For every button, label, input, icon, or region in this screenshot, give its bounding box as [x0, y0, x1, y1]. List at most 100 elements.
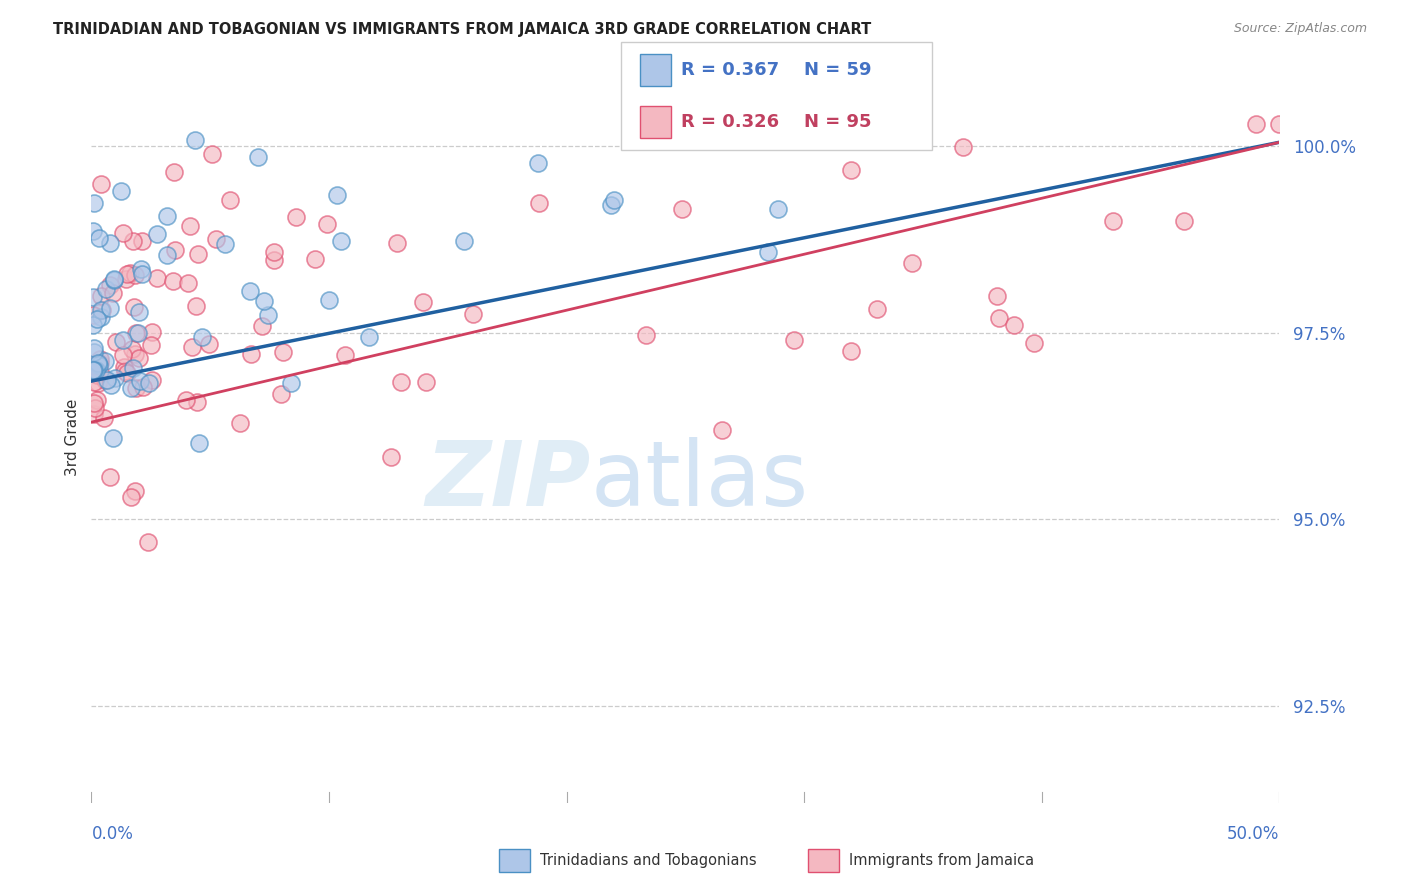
Point: [90, 177, 112, 191]
Point: [93, 410, 115, 425]
Point: [86, 392, 108, 407]
Point: [263, 252, 285, 267]
Point: [86, 311, 108, 326]
Point: [89, 352, 111, 367]
Point: [201, 147, 224, 161]
Text: Immigrants from Jamaica: Immigrants from Jamaica: [849, 854, 1035, 868]
Point: [94, 354, 117, 368]
Point: [87, 358, 110, 372]
Point: [146, 270, 169, 285]
Point: [122, 361, 145, 376]
Text: N = 59: N = 59: [804, 61, 872, 78]
Point: [139, 338, 162, 352]
Point: [124, 484, 146, 499]
Point: [162, 274, 184, 288]
Point: [901, 256, 924, 270]
Point: [136, 534, 159, 549]
Point: [600, 197, 623, 211]
Point: [100, 277, 122, 292]
Point: [256, 309, 278, 323]
Point: [103, 272, 125, 286]
Point: [94, 373, 117, 387]
Point: [112, 334, 135, 348]
Point: [90, 310, 112, 324]
Text: Source: ZipAtlas.com: Source: ZipAtlas.com: [1233, 22, 1367, 36]
Point: [415, 375, 437, 389]
Point: [1173, 213, 1195, 227]
Point: [271, 345, 294, 359]
Point: [187, 435, 209, 450]
Point: [111, 226, 134, 240]
Text: R = 0.367: R = 0.367: [681, 61, 779, 78]
Point: [96, 373, 118, 387]
Point: [82, 224, 104, 238]
Point: [112, 359, 135, 374]
Point: [461, 307, 484, 321]
Point: [82, 308, 104, 322]
Text: R = 0.326: R = 0.326: [681, 113, 779, 131]
Point: [89, 365, 111, 379]
Point: [988, 311, 1011, 326]
Point: [527, 196, 550, 211]
Point: [83, 375, 105, 389]
Point: [187, 247, 209, 261]
Point: [1244, 117, 1267, 131]
Point: [280, 376, 302, 390]
Point: [745, 124, 768, 138]
Point: [634, 327, 657, 342]
Point: [90, 303, 112, 318]
Point: [184, 133, 207, 147]
Point: [124, 268, 146, 282]
Point: [83, 396, 105, 410]
Point: [121, 343, 143, 357]
Point: [105, 335, 128, 350]
Point: [120, 381, 142, 395]
Point: [89, 356, 111, 370]
Point: [87, 356, 110, 370]
Point: [121, 234, 143, 248]
Point: [115, 267, 138, 281]
Point: [527, 156, 550, 170]
Text: Trinidadians and Tobagonians: Trinidadians and Tobagonians: [540, 854, 756, 868]
Point: [304, 252, 326, 267]
Point: [186, 395, 208, 409]
Point: [131, 267, 153, 281]
Point: [84, 363, 107, 377]
Point: [866, 301, 889, 316]
Point: [357, 330, 380, 344]
Point: [124, 346, 146, 360]
Point: [114, 363, 136, 377]
Point: [329, 234, 352, 248]
Point: [1102, 213, 1125, 227]
Text: N = 95: N = 95: [804, 113, 872, 131]
Point: [603, 193, 626, 207]
Y-axis label: 3rd Grade: 3rd Grade: [65, 399, 80, 475]
Point: [128, 305, 150, 319]
Point: [138, 376, 160, 391]
Point: [87, 376, 110, 390]
Point: [389, 376, 412, 390]
Point: [129, 262, 152, 277]
Point: [98, 301, 121, 315]
Point: [122, 301, 145, 315]
Point: [318, 293, 340, 308]
Text: atlas: atlas: [591, 437, 808, 525]
Point: [163, 164, 186, 178]
Point: [83, 407, 105, 421]
Point: [114, 272, 136, 286]
Point: [711, 423, 734, 437]
Point: [104, 370, 127, 384]
Point: [1024, 336, 1046, 351]
Point: [986, 288, 1008, 302]
Point: [783, 333, 806, 347]
Point: [285, 211, 308, 225]
Point: [412, 295, 434, 310]
Point: [163, 244, 186, 258]
Point: [198, 337, 221, 351]
Point: [335, 348, 357, 362]
Point: [132, 380, 155, 394]
Point: [141, 373, 163, 387]
Point: [205, 231, 228, 245]
Point: [87, 231, 110, 245]
Point: [174, 392, 197, 407]
